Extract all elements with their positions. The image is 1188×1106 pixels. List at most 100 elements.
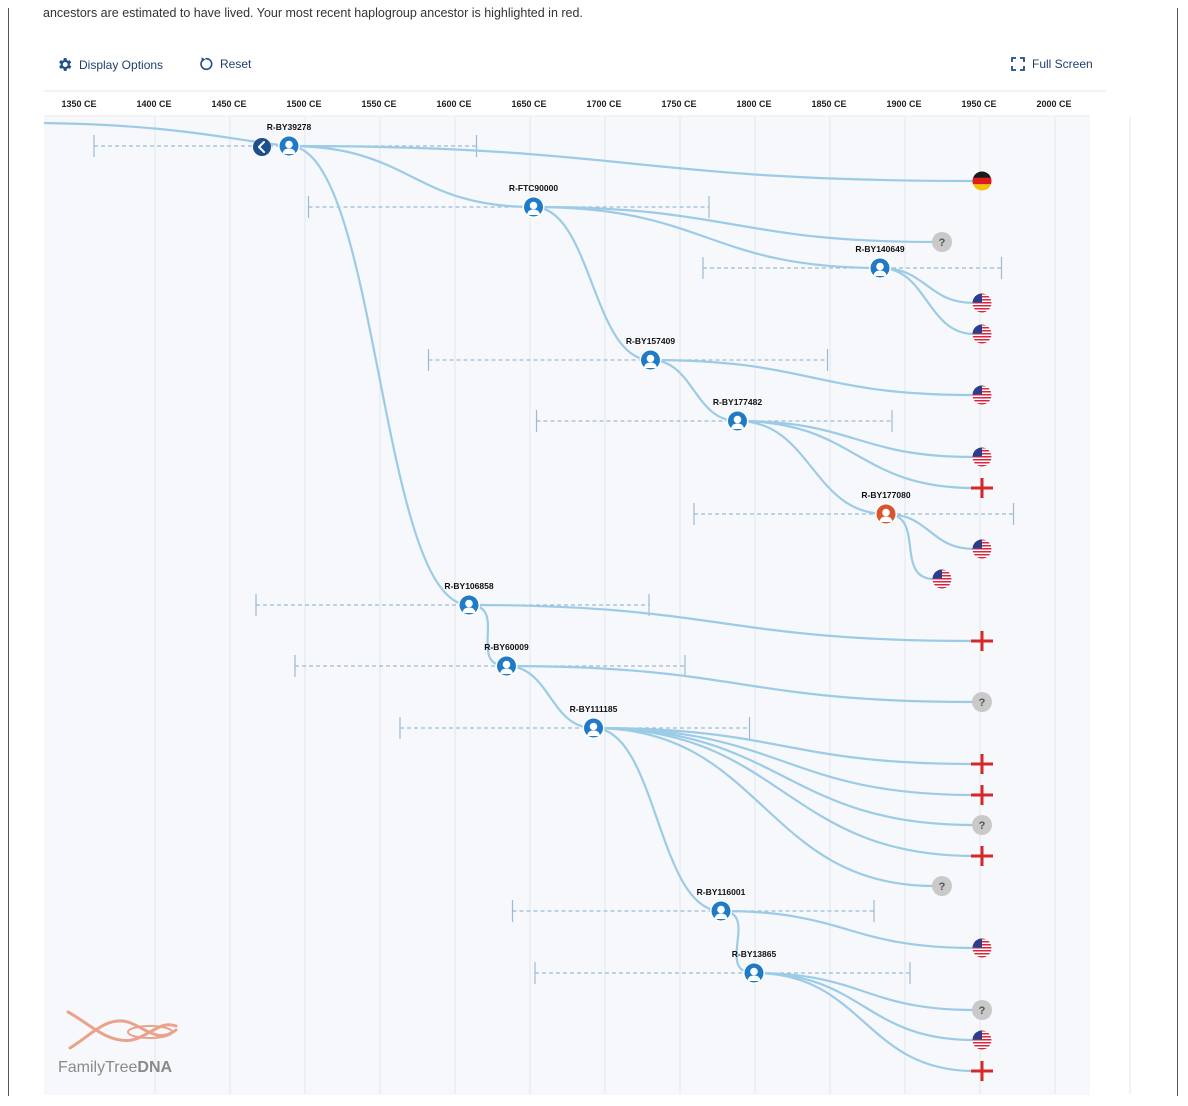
person-icon-body: [462, 607, 476, 613]
flag-stripe: [932, 584, 952, 586]
cross-horizontal: [971, 793, 993, 797]
cross-marker-icon[interactable]: [971, 478, 993, 498]
haplogroup-node[interactable]: [278, 135, 300, 157]
flag-stripe: [972, 456, 992, 458]
flag-stripe: [972, 947, 992, 949]
cross-horizontal: [971, 762, 993, 766]
person-icon-body: [714, 913, 728, 919]
us-flag: [972, 539, 992, 559]
haplogroup-node[interactable]: [582, 717, 605, 739]
haplogroup-node[interactable]: [875, 503, 897, 525]
leaf-branch: [885, 512, 935, 581]
dna-helix-logo-icon: [66, 1010, 178, 1042]
leaf-branch: [593, 726, 975, 797]
reset-button[interactable]: Reset: [198, 56, 251, 72]
cross-marker-icon[interactable]: [971, 846, 993, 866]
haplogroup-node[interactable]: [726, 410, 749, 432]
flag-stripe: [972, 548, 992, 550]
flag-stripe: [972, 956, 992, 958]
dna-loop-icon: [127, 1025, 173, 1039]
back-button[interactable]: [253, 138, 271, 156]
haplogroup-node[interactable]: [458, 594, 480, 616]
branch-r-by111185: [506, 664, 594, 730]
unknown-circle: [972, 1000, 992, 1020]
leaf-branch: [593, 726, 975, 766]
chart-plot-area: [44, 117, 1090, 1095]
flag-stripe: [932, 578, 952, 580]
leaf-branch: [737, 419, 975, 490]
axis-tick-label: 1350 CE: [61, 99, 96, 109]
branch-r-by157409: [533, 205, 651, 362]
flag-stripe: [972, 953, 992, 955]
flag-stripe: [972, 950, 992, 952]
haplogroup-node[interactable]: [639, 349, 662, 371]
node-label: R-FTC90000: [509, 183, 558, 193]
branch-r-by116001: [593, 726, 722, 913]
flag-us-icon[interactable]: [972, 938, 992, 958]
haplogroup-nodes: R-BY39278 R-FTC90000 R-BY140649 R-BY157409 R…: [267, 122, 911, 984]
flag-canton: [972, 385, 982, 395]
flag-us-icon[interactable]: [972, 293, 992, 313]
display-options-button[interactable]: Display Options: [56, 56, 163, 73]
cross-marker-icon[interactable]: [971, 631, 993, 651]
haplogroup-node[interactable]: [710, 900, 732, 922]
unknown-country-icon[interactable]: ?: [972, 692, 992, 712]
leaf-branch: [753, 971, 975, 1042]
haplogroup-node[interactable]: [495, 655, 518, 677]
flag-de-icon[interactable]: [972, 171, 992, 191]
haplogroup-node[interactable]: [869, 257, 891, 279]
person-icon: [465, 599, 473, 608]
axis-tick-label: 1650 CE: [511, 99, 546, 109]
chevron-left-icon: [258, 141, 265, 153]
flag-stripe: [972, 336, 992, 338]
axis-tick-label: 1850 CE: [811, 99, 846, 109]
person-icon: [502, 660, 511, 669]
flag-stripe: [972, 171, 992, 178]
unknown-country-icon[interactable]: ?: [972, 815, 992, 835]
flag-canton: [932, 569, 942, 579]
flag-stripe: [972, 305, 992, 307]
flag-stripe: [972, 1042, 992, 1044]
axis-tick-label: 2000 CE: [1036, 99, 1071, 109]
full-screen-button[interactable]: Full Screen: [1010, 56, 1093, 72]
flag-us-icon[interactable]: [972, 385, 992, 405]
cross-marker-icon[interactable]: [971, 754, 993, 774]
us-flag: [972, 385, 992, 405]
flag-canton: [972, 293, 982, 303]
us-flag: [972, 324, 992, 344]
back-button-circle[interactable]: [253, 138, 271, 156]
unknown-country-icon[interactable]: ?: [932, 232, 952, 252]
person-icon-body: [644, 362, 657, 368]
person-icon-body: [747, 975, 761, 981]
cross-marker-icon[interactable]: [971, 785, 993, 805]
flag-canton: [972, 447, 982, 457]
flag-stripe: [972, 308, 992, 310]
axis-tick-label: 1900 CE: [886, 99, 921, 109]
flag-us-icon[interactable]: [972, 324, 992, 344]
gear-icon: [59, 58, 72, 71]
flag-stripe: [972, 403, 992, 405]
branch-r-by106858: [288, 144, 470, 607]
unknown-country-icon[interactable]: ?: [972, 1000, 992, 1020]
flag-us-icon[interactable]: [972, 539, 992, 559]
flag-stripe: [932, 587, 952, 589]
axis-tick-label: 1500 CE: [286, 99, 321, 109]
flag-canton: [972, 539, 982, 549]
haplogroup-node[interactable]: [743, 962, 765, 984]
flag-stripe: [972, 400, 992, 402]
haplogroup-node[interactable]: [522, 196, 545, 218]
person-icon: [529, 201, 538, 210]
person-icon-body: [527, 209, 540, 215]
node-label: R-BY157409: [626, 336, 675, 346]
flag-us-icon[interactable]: [972, 447, 992, 467]
person-icon: [733, 415, 742, 424]
flag-us-icon[interactable]: [972, 1030, 992, 1050]
cross-marker-icon[interactable]: [971, 1061, 993, 1081]
flag-us-icon[interactable]: [932, 569, 952, 589]
leaf-branch: [593, 726, 975, 858]
node-label: R-BY106858: [444, 581, 493, 591]
leaf-branch: [506, 664, 975, 704]
unknown-country-icon[interactable]: ?: [932, 876, 952, 896]
leaf-branch: [593, 726, 975, 827]
